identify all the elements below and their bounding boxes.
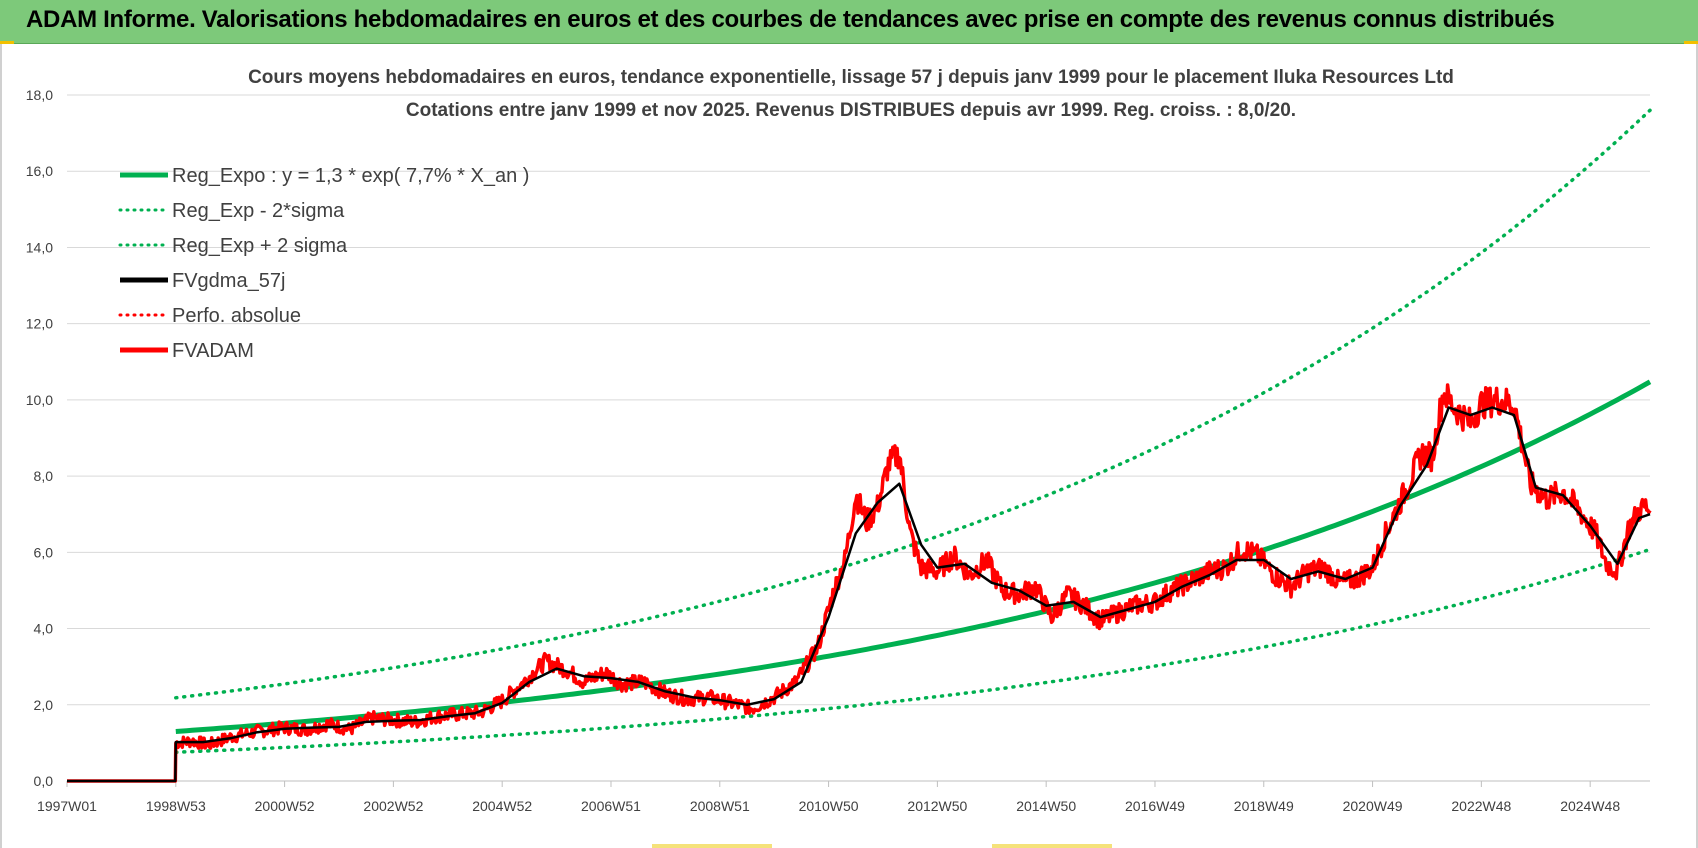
x-tick-label: 2012W50 bbox=[907, 798, 967, 814]
bottom-marker bbox=[992, 844, 1112, 848]
y-tick-label: 12,0 bbox=[26, 316, 53, 332]
x-tick-label: 2000W52 bbox=[255, 798, 315, 814]
x-tick-label: 2020W49 bbox=[1343, 798, 1403, 814]
chart-title: Cours moyens hebdomadaires en euros, ten… bbox=[248, 67, 1454, 88]
x-tick-label: 2018W49 bbox=[1234, 798, 1294, 814]
y-tick-label: 14,0 bbox=[26, 239, 53, 255]
x-tick-label: 2022W48 bbox=[1451, 798, 1511, 814]
x-tick-label: 1998W53 bbox=[146, 798, 206, 814]
chart-area: Cours moyens hebdomadaires en euros, ten… bbox=[0, 44, 1698, 848]
legend-entry: Reg_Exp + 2 sigma bbox=[172, 235, 348, 257]
series-layer bbox=[66, 108, 1652, 783]
axis-labels: 0,0 2,0 4,0 6,0 8,0 10,0 12,0 14,0 16,0 18,0 1997W… bbox=[26, 87, 1621, 814]
y-tick-label: 18,0 bbox=[26, 87, 53, 103]
y-tick-label: 0,0 bbox=[34, 773, 54, 789]
legend-entry: FVgdma_57j bbox=[172, 270, 285, 292]
legend: Reg_Expo : y = 1,3 * exp( 7,7% * X_an ) R… bbox=[118, 165, 529, 362]
series-reg-expo bbox=[175, 379, 1652, 734]
x-tick-label: 2008W51 bbox=[690, 798, 750, 814]
x-tick-label: 2014W50 bbox=[1016, 798, 1076, 814]
legend-entry: Perfo. absolue bbox=[172, 305, 301, 327]
x-tick-label: 1997W01 bbox=[37, 798, 97, 814]
y-tick-label: 16,0 bbox=[26, 163, 53, 179]
legend-entry: Reg_Exp - 2*sigma bbox=[172, 200, 345, 222]
series-fvgdma-57j bbox=[67, 406, 1651, 783]
grid-lines bbox=[66, 94, 1650, 787]
y-tick-label: 2,0 bbox=[34, 697, 54, 713]
series-fvadam bbox=[66, 383, 1652, 783]
y-tick-label: 8,0 bbox=[34, 468, 54, 484]
line-chart: Cours moyens hebdomadaires en euros, ten… bbox=[26, 67, 1652, 814]
y-tick-label: 4,0 bbox=[34, 621, 54, 637]
x-tick-label: 2004W52 bbox=[472, 798, 532, 814]
x-tick-label: 2006W51 bbox=[581, 798, 641, 814]
x-tick-label: 2002W52 bbox=[363, 798, 423, 814]
bottom-marker bbox=[652, 844, 772, 848]
legend-entry: Reg_Expo : y = 1,3 * exp( 7,7% * X_an ) bbox=[172, 165, 529, 187]
y-tick-label: 6,0 bbox=[34, 544, 54, 560]
y-tick-label: 10,0 bbox=[26, 392, 53, 408]
chart-subtitle: Cotations entre janv 1999 et nov 2025. R… bbox=[406, 100, 1296, 121]
x-tick-label: 2024W48 bbox=[1560, 798, 1620, 814]
x-tick-label: 2016W49 bbox=[1125, 798, 1185, 814]
series-reg-exp-plus-2sigma bbox=[174, 108, 1652, 700]
x-tick-label: 2010W50 bbox=[799, 798, 859, 814]
header-title: ADAM Informe. Valorisations hebdomadaire… bbox=[26, 6, 1555, 33]
legend-entry: FVADAM bbox=[172, 340, 254, 362]
header-banner: ADAM Informe. Valorisations hebdomadaire… bbox=[0, 0, 1698, 44]
